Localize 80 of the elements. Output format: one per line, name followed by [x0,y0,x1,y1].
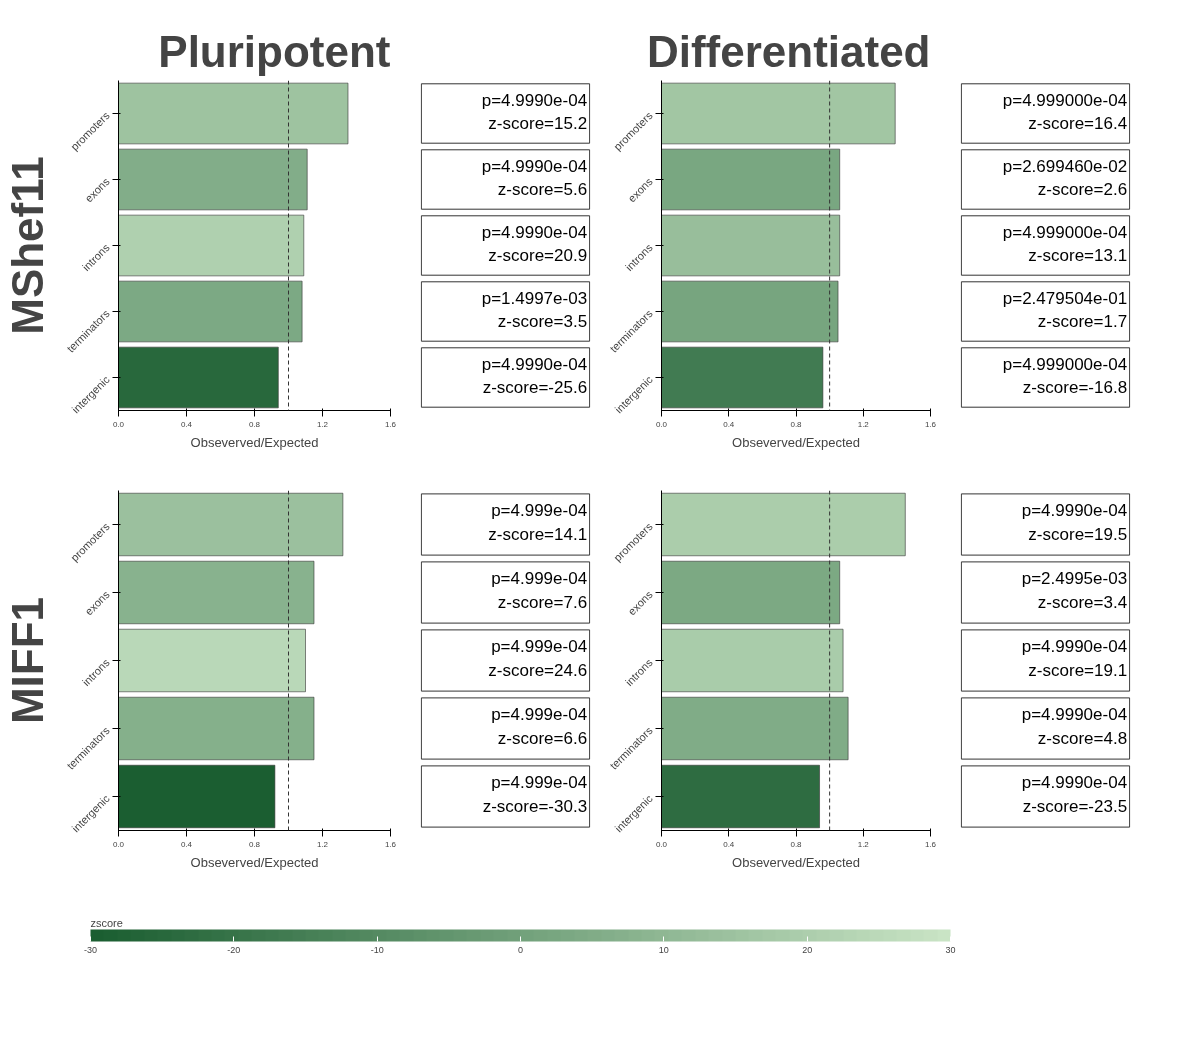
text: z-score=-25.6 [482,377,588,397]
text: z-score=4.8 [1037,729,1128,749]
x-tick-label: 0.0 [655,419,668,429]
text: z-score=19.5 [1028,525,1128,545]
text: z-score=14.1 [488,525,588,545]
bar [661,346,824,409]
text: p=4.9990e-04 [481,222,588,242]
text: z-score=24.6 [488,661,588,681]
text: z-score=7.6 [497,593,588,613]
text: p=2.479504e-01 [1002,288,1128,308]
color-bar-label: 10 [658,944,669,955]
text: p=4.9990e-04 [1021,705,1128,725]
text: z-score=19.1 [1028,661,1128,681]
x-tick-label: 0.4 [180,419,193,429]
text: p=4.999e-04 [491,773,588,793]
text: p=4.9990e-04 [1021,773,1128,793]
x-tick-label: 0.8 [248,839,261,849]
text: p=4.9990e-04 [481,90,588,110]
y-axis-title: MIFF1 [3,596,53,725]
bar [118,764,276,829]
text: p=2.699460e-02 [1002,156,1128,176]
color-bar-label: 20 [802,944,813,955]
x-tick-label: 0.8 [248,419,261,429]
text: p=4.999e-04 [491,501,588,521]
text: z-score=3.4 [1037,593,1128,613]
text: z-score=15.2 [488,113,588,133]
text: z-score=13.1 [1028,245,1128,265]
text: z-score=5.6 [497,179,588,199]
x-tick-label: 1.2 [857,419,870,429]
color-bar-label: -10 [370,944,384,955]
color-bar-title: zscore [90,916,123,929]
x-axis-title: Obseverved/Expected [732,854,860,870]
x-tick-label: 1.6 [384,839,397,849]
chart-title: Pluripotent [158,26,391,76]
x-axis-title: Obseverved/Expected [190,434,319,450]
x-tick-label: 0.4 [180,839,193,849]
x-tick-label: 0.0 [112,839,125,849]
text: p=4.999000e-04 [1002,90,1128,110]
text: z-score=16.4 [1028,113,1128,133]
chart-title: Differentiated [646,26,931,76]
x-tick-label: 0.4 [723,419,735,429]
text: p=4.999e-04 [491,569,588,589]
x-tick-label: 1.6 [924,419,937,429]
text: p=4.999e-04 [491,637,588,657]
color-bar-label: -20 [227,944,241,955]
color-bar-label: 0 [518,944,524,955]
text: z-score=1.7 [1037,311,1128,331]
text: p=4.999e-04 [491,705,588,725]
text: z-score=20.9 [488,245,588,265]
text: z-score=-23.5 [1022,797,1128,817]
x-tick-label: 0.8 [790,419,803,429]
text: z-score=-16.8 [1022,377,1128,397]
x-tick-label: 1.6 [384,419,397,429]
x-tick-label: 1.6 [924,839,937,849]
text: p=4.9990e-04 [481,354,588,374]
x-tick-label: 1.2 [857,839,870,849]
x-tick-label: 0.4 [723,839,735,849]
x-tick-label: 0.0 [655,839,668,849]
text: p=2.4995e-03 [1021,569,1128,589]
x-axis-title: Obseverved/Expected [190,854,319,870]
text: z-score=6.6 [497,729,588,749]
color-bar-label: -30 [84,944,98,955]
text: p=1.4997e-03 [481,288,588,308]
x-tick-label: 1.2 [316,839,329,849]
text: z-score=2.6 [1037,179,1128,199]
text: z-score=-30.3 [482,797,588,817]
color-bar-label: 30 [945,944,956,955]
bar [661,764,820,829]
text: p=4.9990e-04 [1021,501,1128,521]
x-tick-label: 0.8 [790,839,803,849]
text: p=4.9990e-04 [481,156,588,176]
x-tick-label: 0.0 [112,419,125,429]
y-axis-title: MShef11 [3,156,53,335]
x-tick-label: 1.2 [316,419,329,429]
text: p=4.999000e-04 [1002,222,1128,242]
text: z-score=3.5 [497,311,588,331]
bar [118,346,279,409]
text: p=4.999000e-04 [1002,354,1128,374]
text: p=4.9990e-04 [1021,637,1128,657]
x-axis-title: Obseverved/Expected [732,434,860,450]
